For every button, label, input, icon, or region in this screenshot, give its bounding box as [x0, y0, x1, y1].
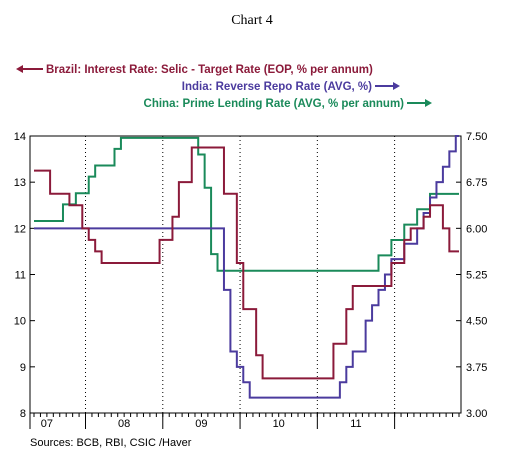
chart-title: Chart 4 — [231, 13, 273, 28]
y-left-tick-label: 13 — [14, 177, 26, 189]
y-left-tick-label: 14 — [14, 131, 26, 143]
legend-label-brazil: Brazil: Interest Rate: Selic - Target Ra… — [46, 64, 373, 76]
y-right-tick-label: 7.50 — [466, 131, 487, 143]
x-tick-label-11: 11 — [350, 418, 361, 430]
y-right-tick-label: 5.25 — [466, 270, 487, 282]
y-left-tick-label: 8 — [20, 408, 26, 420]
legend-arrowhead-brazil — [16, 65, 23, 73]
y-right-tick-label: 3.75 — [466, 362, 487, 374]
y-left-tick-label: 11 — [15, 270, 26, 282]
legend: Brazil: Interest Rate: Selic - Target Ra… — [16, 64, 432, 110]
series-line-brazil — [34, 146, 459, 380]
legend-item-brazil: Brazil: Interest Rate: Selic - Target Ra… — [16, 64, 373, 76]
source-note: Sources: BCB, RBI, CSIC /Haver — [30, 437, 192, 449]
y-left-tick-label: 10 — [14, 316, 26, 328]
legend-item-china: China: Prime Lending Rate (AVG, % per an… — [144, 98, 432, 110]
legend-arrowhead-china — [425, 99, 432, 107]
legend-label-china: China: Prime Lending Rate (AVG, % per an… — [144, 98, 405, 110]
y-right-tick-label: 6.00 — [466, 223, 487, 235]
legend-arrowhead-india — [393, 82, 400, 90]
series-line-china — [34, 136, 459, 272]
y-right-tick-label: 6.75 — [466, 177, 487, 189]
legend-item-india: India: Reverse Repo Rate (AVG, %) — [182, 81, 400, 93]
plot-area: 07 08 09 10 11 8 9 10 11 12 13 14 3.00 3.75 4.50 5.25 6.… — [14, 131, 488, 430]
y-left-tick-label: 12 — [14, 223, 26, 235]
x-tick-label-10: 10 — [273, 418, 285, 430]
x-tick-label-07: 07 — [41, 418, 53, 430]
x-tick-label-08: 08 — [118, 418, 130, 430]
y-left-tick-label: 9 — [20, 362, 26, 374]
series-line-india — [34, 135, 459, 399]
y-right-tick-label: 4.50 — [466, 316, 487, 328]
y-right-tick-label: 3.00 — [466, 408, 487, 420]
legend-label-india: India: Reverse Repo Rate (AVG, %) — [182, 81, 372, 93]
x-tick-label-09: 09 — [195, 418, 207, 430]
